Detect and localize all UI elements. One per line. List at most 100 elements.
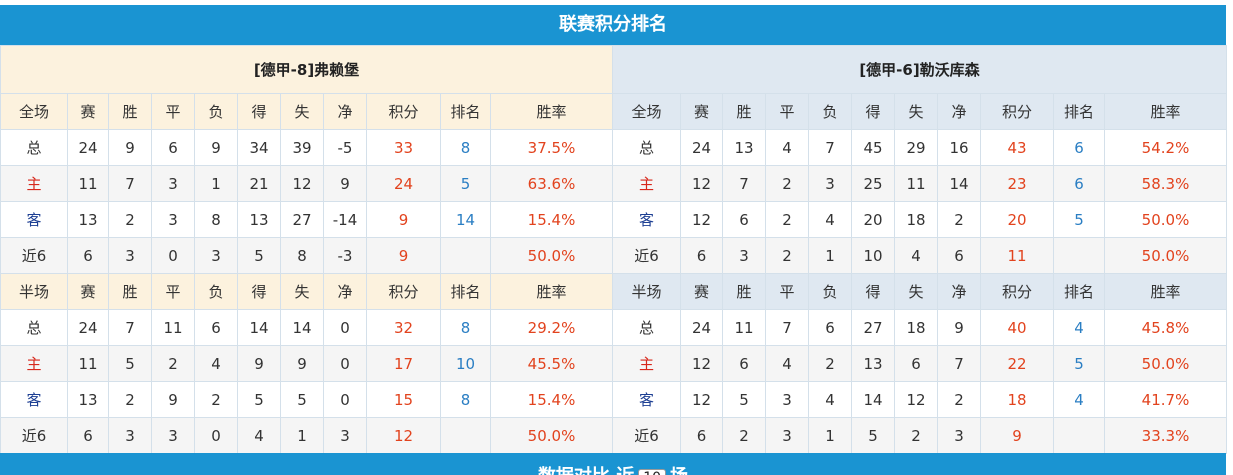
team-name: [德甲-6]勒沃库森 (612, 45, 1227, 94)
stat-cell: 29 (894, 129, 938, 166)
stat-cell: 20 (851, 201, 895, 238)
stat-cell: 0 (194, 417, 238, 454)
column-header: 失 (894, 93, 938, 130)
stat-cell: 5 (1053, 201, 1105, 238)
stat-cell: 4 (808, 201, 852, 238)
column-header: 胜率 (1104, 93, 1227, 130)
stat-row: 主 11 7 3 1 21 12 9 24 5 63.6% (0, 165, 613, 202)
column-header: 失 (894, 273, 938, 310)
stat-cell: 2 (108, 201, 152, 238)
column-header: 排名 (440, 93, 491, 130)
column-header: 失 (280, 93, 324, 130)
footer-title: 数据对比 (538, 466, 610, 475)
stat-cell: 4 (237, 417, 281, 454)
stat-cell: 7 (765, 309, 809, 346)
stat-cell: 24 (680, 129, 723, 166)
stat-cell: 5 (440, 165, 491, 202)
stat-cell: 6 (937, 237, 981, 274)
stat-cell: -5 (323, 129, 367, 166)
stat-cell: 主 (0, 345, 68, 382)
stat-cell: 21 (237, 165, 281, 202)
stat-cell (440, 237, 491, 274)
stat-cell: 3 (937, 417, 981, 454)
column-header: 积分 (366, 93, 441, 130)
column-header: 胜率 (490, 273, 613, 310)
column-header-row: 全场赛胜平负得失净积分 排名 胜率 (0, 93, 613, 130)
stat-cell: 3 (108, 237, 152, 274)
stat-row: 总 24 11 7 6 27 18 9 40 4 45.8% (612, 309, 1227, 346)
stat-cell: 12 (680, 345, 723, 382)
stat-cell: 6 (722, 201, 766, 238)
stat-cell: 6 (151, 129, 195, 166)
column-header: 赛 (67, 93, 109, 130)
stat-row: 总 24 9 6 9 34 39 -5 33 8 37.5% (0, 129, 613, 166)
stat-cell: 主 (0, 165, 68, 202)
stat-cell: 15 (366, 381, 441, 418)
stat-row: 总 24 7 11 6 14 14 0 32 8 29.2% (0, 309, 613, 346)
team-name: [德甲-8]弗赖堡 (0, 45, 613, 94)
column-header: 胜 (722, 273, 766, 310)
stat-cell: 总 (0, 129, 68, 166)
stat-cell: 6 (1053, 129, 1105, 166)
team-header-row: [德甲-6]勒沃库森 (612, 45, 1227, 94)
stat-cell: 客 (612, 381, 681, 418)
bottom-bar-content: 数据对比 近 10场 (0, 462, 1226, 475)
stat-cell (440, 417, 491, 454)
stat-cell: 4 (194, 345, 238, 382)
column-header: 排名 (1053, 93, 1105, 130)
stat-cell: 5 (722, 381, 766, 418)
stat-cell: 6 (680, 417, 723, 454)
footer-prefix: 近 (616, 466, 634, 475)
column-header: 胜率 (490, 93, 613, 130)
stat-row: 主 12 6 4 2 13 6 7 22 5 50.0% (612, 345, 1227, 382)
stat-cell: 24 (366, 165, 441, 202)
stat-row: 总 24 13 4 7 45 29 16 43 6 54.2% (612, 129, 1227, 166)
stat-cell: 近6 (612, 417, 681, 454)
stat-cell: 总 (0, 309, 68, 346)
stat-cell: 6 (194, 309, 238, 346)
stat-cell: 18 (894, 309, 938, 346)
stat-cell: 8 (440, 129, 491, 166)
stat-cell: 27 (280, 201, 324, 238)
column-header: 胜 (108, 273, 152, 310)
column-header: 平 (765, 93, 809, 130)
stat-cell: 3 (151, 201, 195, 238)
column-header: 赛 (67, 273, 109, 310)
stat-cell: 总 (612, 309, 681, 346)
stat-cell: 7 (108, 309, 152, 346)
stat-cell: 2 (937, 201, 981, 238)
stat-cell: 13 (851, 345, 895, 382)
stat-cell: 4 (765, 345, 809, 382)
column-header: 半场 (612, 273, 681, 310)
stat-cell: 3 (151, 417, 195, 454)
stat-cell: 50.0% (1104, 201, 1227, 238)
stat-cell: 6 (67, 417, 109, 454)
stat-cell: 13 (67, 201, 109, 238)
stat-cell: 9 (151, 381, 195, 418)
column-header: 赛 (680, 93, 723, 130)
stat-cell: 6 (808, 309, 852, 346)
stat-cell: 50.0% (1104, 345, 1227, 382)
stat-cell (1053, 237, 1105, 274)
stat-cell: 3 (808, 165, 852, 202)
stat-cell: 33 (366, 129, 441, 166)
stat-cell: 4 (765, 129, 809, 166)
column-header: 负 (808, 93, 852, 130)
stat-cell: 25 (851, 165, 895, 202)
stat-cell: 11 (722, 309, 766, 346)
stat-cell: 4 (894, 237, 938, 274)
stat-cell: 9 (323, 165, 367, 202)
stat-cell: 50.0% (490, 237, 613, 274)
column-header: 全场 (0, 93, 68, 130)
stat-cell: 14 (937, 165, 981, 202)
stat-cell: 3 (765, 417, 809, 454)
stat-cell: 1 (808, 417, 852, 454)
column-header: 净 (323, 273, 367, 310)
stat-cell: 12 (366, 417, 441, 454)
column-header: 积分 (366, 273, 441, 310)
stat-cell: 14 (440, 201, 491, 238)
count-select[interactable]: 10 (638, 469, 667, 475)
stat-cell: 3 (765, 381, 809, 418)
stat-cell: 总 (612, 129, 681, 166)
